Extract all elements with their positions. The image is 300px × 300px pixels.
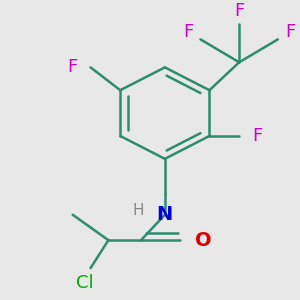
Text: H: H bbox=[132, 203, 144, 218]
Text: N: N bbox=[157, 205, 173, 224]
Text: O: O bbox=[195, 231, 212, 250]
Text: F: F bbox=[234, 2, 244, 20]
Text: Cl: Cl bbox=[76, 274, 93, 292]
Text: F: F bbox=[285, 23, 295, 41]
Text: F: F bbox=[252, 127, 262, 145]
Text: F: F bbox=[68, 58, 78, 76]
Text: F: F bbox=[183, 23, 194, 41]
